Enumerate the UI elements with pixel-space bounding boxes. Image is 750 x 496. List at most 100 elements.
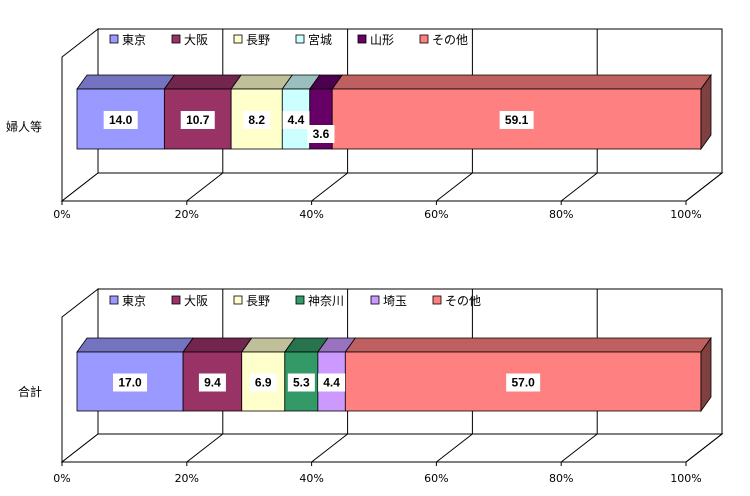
data-label: 6.9 <box>249 373 277 392</box>
legend-label: 大阪 <box>184 294 208 308</box>
chart-panel-2: 0% 20% 40% 60% 80% 100% 合計 17.0 9.4 6.9 5.3 4.4 57.0… <box>18 287 724 485</box>
data-label-text: 4.4 <box>323 376 340 390</box>
legend-label: その他 <box>445 294 481 308</box>
floor-gridline <box>560 433 598 463</box>
legend-swatch <box>432 295 442 305</box>
data-label-text: 4.4 <box>288 113 305 127</box>
legend-swatch <box>233 34 243 44</box>
data-label: 14.0 <box>103 111 138 129</box>
bar-top-face <box>331 74 712 90</box>
legend-label: 埼玉 <box>383 294 407 308</box>
x-tick-label: 20% <box>175 472 199 485</box>
legend-item: その他 <box>432 294 481 308</box>
floor-gridline <box>436 433 473 463</box>
data-label-text: 57.0 <box>511 376 535 390</box>
data-label-box <box>318 373 346 392</box>
legend-item: 長野 <box>233 294 270 308</box>
data-label-box <box>103 111 138 129</box>
legend-swatch <box>295 34 305 44</box>
legend-item: 神奈川 <box>295 294 344 308</box>
bar-end-face <box>700 73 712 151</box>
plot-floor <box>60 172 724 202</box>
legend-label: 東京 <box>122 294 146 308</box>
legend-swatch <box>295 295 305 305</box>
data-label: 17.0 <box>113 373 148 392</box>
bar-end-face <box>700 336 712 413</box>
x-tick-label: 40% <box>299 208 323 221</box>
legend-swatch <box>109 34 119 44</box>
bar-top-face <box>230 74 294 90</box>
data-label-text: 9.4 <box>204 376 221 390</box>
legend-item: 東京 <box>109 33 146 47</box>
floor-gridline <box>685 172 723 202</box>
data-label: 57.0 <box>506 373 541 392</box>
legend-swatch <box>233 295 243 305</box>
floor-gridline <box>560 172 598 202</box>
category-label: 合計 <box>18 384 42 399</box>
data-label-box <box>506 373 541 392</box>
data-label-box <box>113 373 148 392</box>
data-label-text: 14.0 <box>109 113 133 127</box>
x-tick-label: 60% <box>424 208 448 221</box>
x-tick-label: 100% <box>670 208 701 221</box>
data-label: 3.6 <box>307 125 335 143</box>
legend-label: 宮城 <box>308 32 332 47</box>
x-tick-label: 0% <box>53 208 70 221</box>
data-label-text: 6.9 <box>255 376 272 390</box>
data-label-text: 8.2 <box>248 113 265 127</box>
x-tick-label: 0% <box>53 472 70 485</box>
bar-top-face <box>76 74 176 90</box>
bar-top-face <box>344 337 712 353</box>
data-label: 4.4 <box>282 111 310 129</box>
floor-gridline <box>685 433 723 463</box>
legend-item: 長野 <box>233 33 270 47</box>
x-tick-label: 80% <box>549 208 573 221</box>
floor-gridline <box>186 433 224 463</box>
data-label: 9.4 <box>198 373 226 392</box>
data-label-box <box>249 373 277 392</box>
legend-item: 埼玉 <box>370 294 407 308</box>
data-label-box <box>307 125 335 143</box>
legend-label: 山形 <box>370 33 394 47</box>
legend-item: 東京 <box>109 294 146 308</box>
legend-item: 大阪 <box>171 294 208 308</box>
x-tick-label: 100% <box>670 472 701 485</box>
data-label-text: 59.1 <box>505 113 529 127</box>
data-label: 10.7 <box>180 111 215 129</box>
legend-swatch <box>370 295 380 305</box>
legend-label: 長野 <box>246 33 270 47</box>
plot-floor <box>60 433 724 463</box>
x-tick-label: 40% <box>299 472 323 485</box>
data-label-box <box>287 373 315 392</box>
data-label: 8.2 <box>243 111 271 129</box>
legend-label: その他 <box>432 33 468 47</box>
legend-swatch <box>357 34 367 44</box>
data-label-text: 10.7 <box>186 113 210 127</box>
data-label-box <box>282 111 310 129</box>
legend-label: 東京 <box>122 33 146 47</box>
legend-label: 長野 <box>246 294 270 308</box>
legend-label: 大阪 <box>184 33 208 47</box>
legend-swatch <box>419 34 429 44</box>
data-label-box <box>180 111 215 129</box>
legend-swatch <box>171 34 181 44</box>
x-tick-label: 80% <box>549 472 573 485</box>
category-label: 婦人等 <box>6 119 42 134</box>
bar-top-face <box>182 337 253 353</box>
legend-swatch <box>109 295 119 305</box>
data-label-text: 3.6 <box>313 127 330 141</box>
x-tick-label: 20% <box>175 208 199 221</box>
floor-gridline <box>436 172 473 202</box>
x-tick-label: 60% <box>424 472 448 485</box>
data-label: 4.4 <box>318 373 346 392</box>
data-label-box <box>198 373 226 392</box>
legend-swatch <box>171 295 181 305</box>
floor-gridline <box>186 172 224 202</box>
legend-item: 宮城 <box>295 32 332 47</box>
data-label-text: 17.0 <box>118 376 142 390</box>
floor-gridline <box>311 172 348 202</box>
legend-item: 大阪 <box>171 33 208 47</box>
data-label: 5.3 <box>287 373 315 392</box>
bar-top-face <box>163 74 242 90</box>
